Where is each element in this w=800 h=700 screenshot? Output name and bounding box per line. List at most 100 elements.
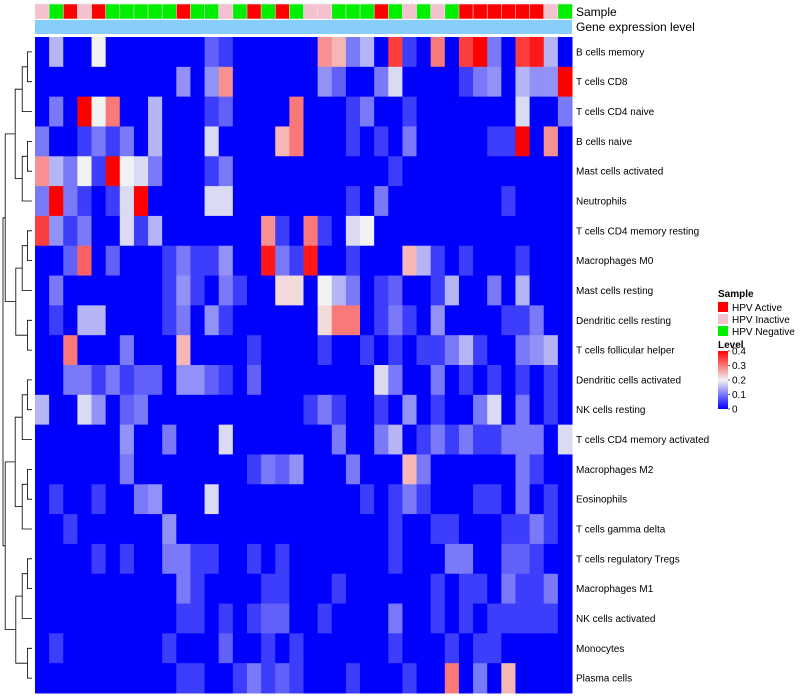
heatmap-cell — [232, 245, 248, 277]
heatmap-cell — [119, 424, 135, 455]
heatmap-cell — [515, 96, 531, 127]
heatmap-cell — [473, 514, 488, 545]
heatmap-cell — [261, 424, 276, 455]
heatmap-cell — [49, 514, 64, 545]
heatmap-cell — [190, 126, 206, 157]
heatmap-cell — [345, 245, 361, 277]
heatmap-cell — [148, 454, 163, 485]
heatmap-cell — [501, 245, 516, 277]
heatmap-cell — [261, 573, 276, 605]
heatmap-cell — [331, 573, 347, 605]
heatmap-cell — [261, 275, 276, 306]
heatmap-cell — [162, 424, 177, 455]
heatmap-cell — [162, 484, 177, 515]
sample-annotation-cell — [345, 3, 361, 20]
row-label: T cells CD8 — [576, 77, 628, 88]
heatmap-cell — [261, 37, 276, 68]
heatmap-cell — [261, 365, 276, 396]
heatmap-cell — [374, 96, 389, 127]
heatmap-cell — [543, 663, 559, 694]
heatmap-cell — [374, 424, 389, 455]
heatmap-cell — [119, 633, 135, 664]
heatmap-cell — [133, 603, 149, 634]
heatmap-cell — [261, 126, 276, 157]
heatmap-cell — [190, 603, 206, 634]
heatmap-cell — [430, 484, 446, 515]
heatmap-cell — [345, 335, 361, 366]
heatmap-cell — [246, 66, 262, 98]
heatmap-cell — [218, 484, 234, 515]
heatmap-cell — [148, 573, 163, 605]
heatmap-cell — [148, 365, 163, 396]
heatmap-cell — [487, 663, 502, 694]
heatmap-cell — [105, 573, 121, 605]
heatmap-cell — [148, 96, 163, 127]
heatmap-cell — [246, 394, 262, 426]
heatmap-cell — [261, 335, 276, 366]
heatmap-cell — [105, 394, 121, 426]
heatmap-cell — [557, 663, 573, 694]
heatmap-cell — [402, 275, 418, 306]
heatmap-cell — [218, 394, 234, 426]
heatmap-cell — [487, 543, 502, 575]
dendrogram-branch — [27, 647, 32, 679]
heatmap-cell — [246, 275, 262, 306]
heatmap-cell — [77, 633, 93, 664]
heatmap-cell — [91, 573, 107, 605]
heatmap-cell — [543, 37, 559, 68]
heatmap-cell — [148, 126, 163, 157]
row-label: NK cells activated — [576, 614, 655, 625]
heatmap-cell — [204, 543, 220, 575]
heatmap-cell — [473, 603, 488, 634]
heatmap-cell — [190, 66, 206, 98]
heatmap-cell — [35, 156, 50, 187]
heatmap-cell — [91, 424, 107, 455]
heatmap-cell — [458, 215, 474, 247]
heatmap-cell — [458, 156, 474, 187]
heatmap-cell — [444, 484, 460, 515]
heatmap-cell — [119, 305, 135, 336]
heatmap-cell — [430, 573, 446, 605]
heatmap-cell — [444, 215, 460, 247]
heatmap-cell — [148, 394, 163, 426]
heatmap-cell — [119, 215, 135, 247]
heatmap-cell — [303, 543, 319, 575]
annotation-sample-bar — [34, 3, 573, 20]
heatmap-cell — [416, 37, 432, 68]
heatmap-cell — [402, 514, 418, 545]
row-labels: B cells memory T cells CD8 T cells CD4 nai… — [576, 47, 709, 684]
heatmap-cell — [543, 215, 559, 247]
heatmap-cell — [63, 37, 78, 68]
heatmap-cell — [63, 543, 78, 575]
row-label: T cells CD4 memory activated — [576, 435, 709, 446]
heatmap-cell — [529, 186, 545, 217]
row-label: T cells gamma delta — [576, 525, 666, 536]
heatmap-cell — [162, 454, 177, 485]
heatmap-cell — [515, 37, 531, 68]
sample-annotation-cell — [161, 3, 178, 20]
heatmap-cell — [487, 66, 502, 98]
heatmap-cell — [557, 365, 573, 396]
heatmap-cell — [458, 186, 474, 217]
heatmap-cell — [218, 603, 234, 634]
heatmap-cell — [77, 245, 93, 277]
heatmap-cell — [416, 335, 432, 366]
heatmap-cell — [49, 126, 64, 157]
sample-annotation-cell — [529, 3, 545, 20]
heatmap-cell — [232, 365, 248, 396]
heatmap-cell — [543, 633, 559, 664]
heatmap-cell — [458, 96, 474, 127]
heatmap-cell — [444, 186, 460, 217]
heatmap-cell — [317, 37, 333, 68]
heatmap-cell — [543, 484, 559, 515]
heatmap-cell — [543, 126, 559, 157]
heatmap-cell — [331, 275, 347, 306]
heatmap-cell — [360, 514, 375, 545]
heatmap-cell — [487, 156, 502, 187]
heatmap-cell — [487, 126, 502, 157]
heatmap-cell — [515, 633, 531, 664]
sample-annotation-cell — [387, 3, 404, 20]
heatmap-cell — [218, 275, 234, 306]
heatmap-cell — [345, 394, 361, 426]
